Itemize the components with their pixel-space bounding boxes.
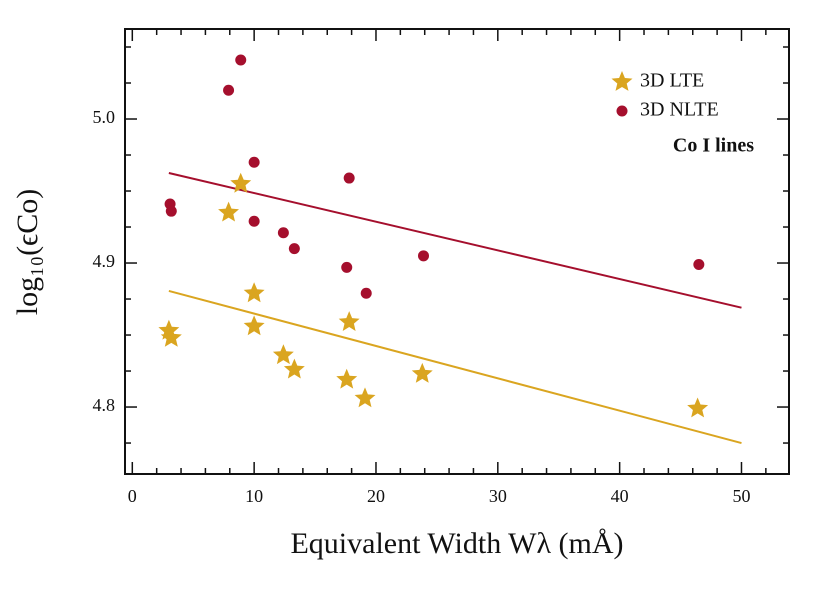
point — [693, 258, 705, 270]
x-tick-label: 30 — [489, 486, 507, 506]
y-axis-label: log₁₀(ϵCo) — [11, 189, 44, 315]
annotation: Co I lines — [673, 135, 754, 157]
x-tick-label: 20 — [367, 486, 385, 506]
point — [248, 156, 260, 168]
point — [336, 368, 358, 389]
point — [230, 172, 252, 193]
x-tick-label: 40 — [611, 486, 629, 506]
legend-label: 3D LTE — [640, 70, 704, 92]
fit-line — [168, 172, 742, 309]
point — [272, 344, 294, 365]
point — [283, 358, 305, 379]
legend-marker — [616, 105, 628, 117]
point — [288, 243, 300, 255]
point — [338, 311, 360, 331]
plot-frame — [124, 28, 790, 475]
legend-marker — [611, 71, 633, 91]
point — [360, 287, 372, 299]
point — [411, 362, 433, 383]
y-tick-label: 5.0 — [93, 107, 116, 127]
point — [243, 282, 265, 303]
point — [354, 387, 376, 408]
x-tick-label: 10 — [245, 486, 263, 506]
x-tick-label: 0 — [128, 486, 137, 506]
fit-line — [168, 289, 742, 445]
x-axis-label: Equivalent Width Wλ (mÅ) — [290, 527, 623, 560]
point — [165, 205, 177, 217]
point — [243, 315, 265, 336]
point — [417, 250, 429, 262]
point — [277, 227, 289, 239]
y-tick-label: 4.8 — [93, 395, 116, 415]
point — [223, 84, 235, 96]
point — [343, 172, 355, 184]
y-tick-label: 4.9 — [93, 251, 116, 271]
point — [160, 326, 182, 347]
point — [218, 201, 239, 222]
x-tick-label: 50 — [732, 486, 750, 506]
point — [248, 215, 260, 227]
point — [235, 54, 247, 66]
point — [341, 261, 353, 273]
point — [687, 397, 709, 418]
legend-label: 3D NLTE — [640, 99, 719, 121]
